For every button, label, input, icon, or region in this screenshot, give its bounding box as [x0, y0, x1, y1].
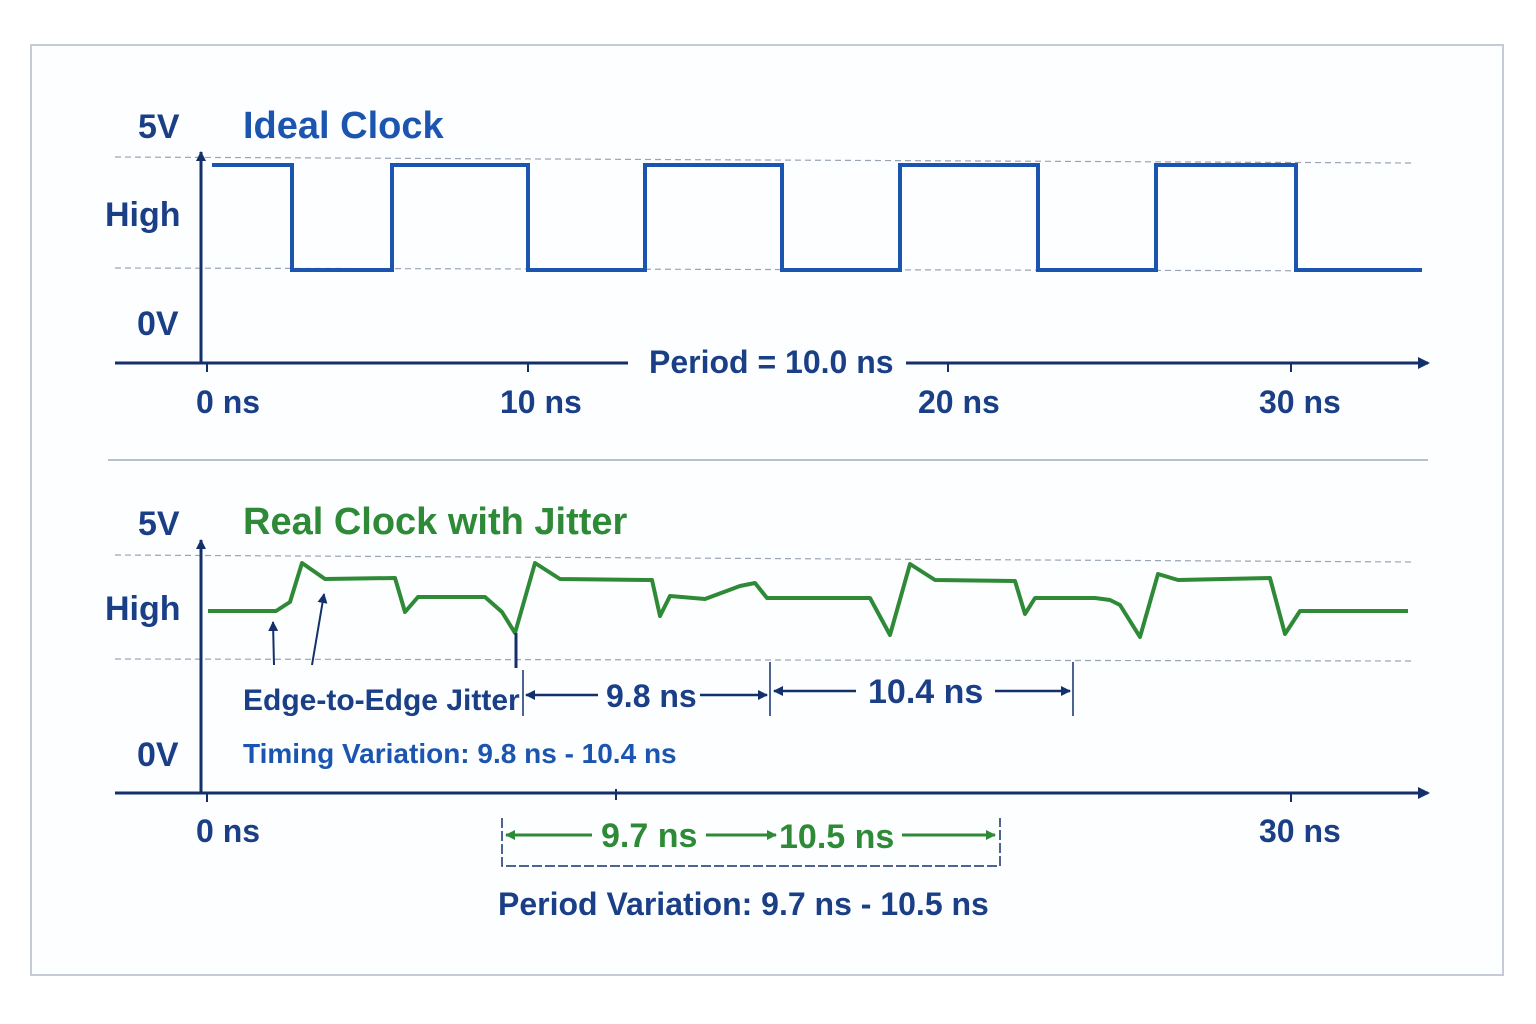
real-tick-label-0: 0 ns	[196, 813, 260, 849]
ideal-clock-title: Ideal Clock	[243, 105, 444, 147]
measure-4-label: 10.5 ns	[779, 818, 894, 856]
diagram-frame	[30, 44, 1504, 976]
measure-1-label: 9.8 ns	[606, 678, 697, 714]
real-0v-label: 0V	[137, 736, 179, 774]
real-clock-waveform	[208, 561, 1408, 639]
timing-variation-label: Timing Variation: 9.8 ns - 10.4 ns	[243, 738, 677, 769]
jitter-arrow-2	[311, 593, 328, 666]
ideal-tick-label-20: 20 ns	[918, 384, 1000, 420]
real-tick-label-30: 30 ns	[1259, 813, 1341, 849]
real-clock-title: Real Clock with Jitter	[243, 501, 628, 543]
measure-2-label: 10.4 ns	[868, 673, 983, 711]
real-5v-label: 5V	[138, 505, 180, 543]
ideal-tick-label-30: 30 ns	[1259, 384, 1341, 420]
real-high-label: High	[105, 590, 181, 628]
measure-3-label: 9.7 ns	[601, 817, 697, 855]
ideal-0v-label: 0V	[137, 305, 179, 343]
ideal-clock-panel: Ideal Clock 5V High 0V Period = 10.0 ns …	[105, 105, 1430, 420]
ideal-low-gridline	[114, 267, 1413, 272]
ideal-tick-label-10: 10 ns	[500, 384, 582, 420]
period-label: Period = 10.0 ns	[649, 344, 894, 380]
jitter-arrow-1	[268, 621, 279, 666]
period-variation-label: Period Variation: 9.7 ns - 10.5 ns	[498, 886, 989, 922]
ideal-high-label: High	[105, 196, 181, 234]
edge-jitter-label: Edge-to-Edge Jitter	[243, 684, 520, 717]
period-variation-bracket	[501, 818, 1001, 867]
ideal-high-gridline	[114, 156, 1413, 164]
real-low-gridline	[114, 658, 1413, 662]
ideal-5v-label: 5V	[138, 108, 180, 146]
ideal-tick-label-0: 0 ns	[196, 384, 260, 420]
real-high-gridline	[114, 554, 1413, 563]
ideal-clock-waveform	[212, 163, 1422, 272]
real-clock-panel: Real Clock with Jitter 5V High 0V Edge-t…	[105, 501, 1430, 922]
